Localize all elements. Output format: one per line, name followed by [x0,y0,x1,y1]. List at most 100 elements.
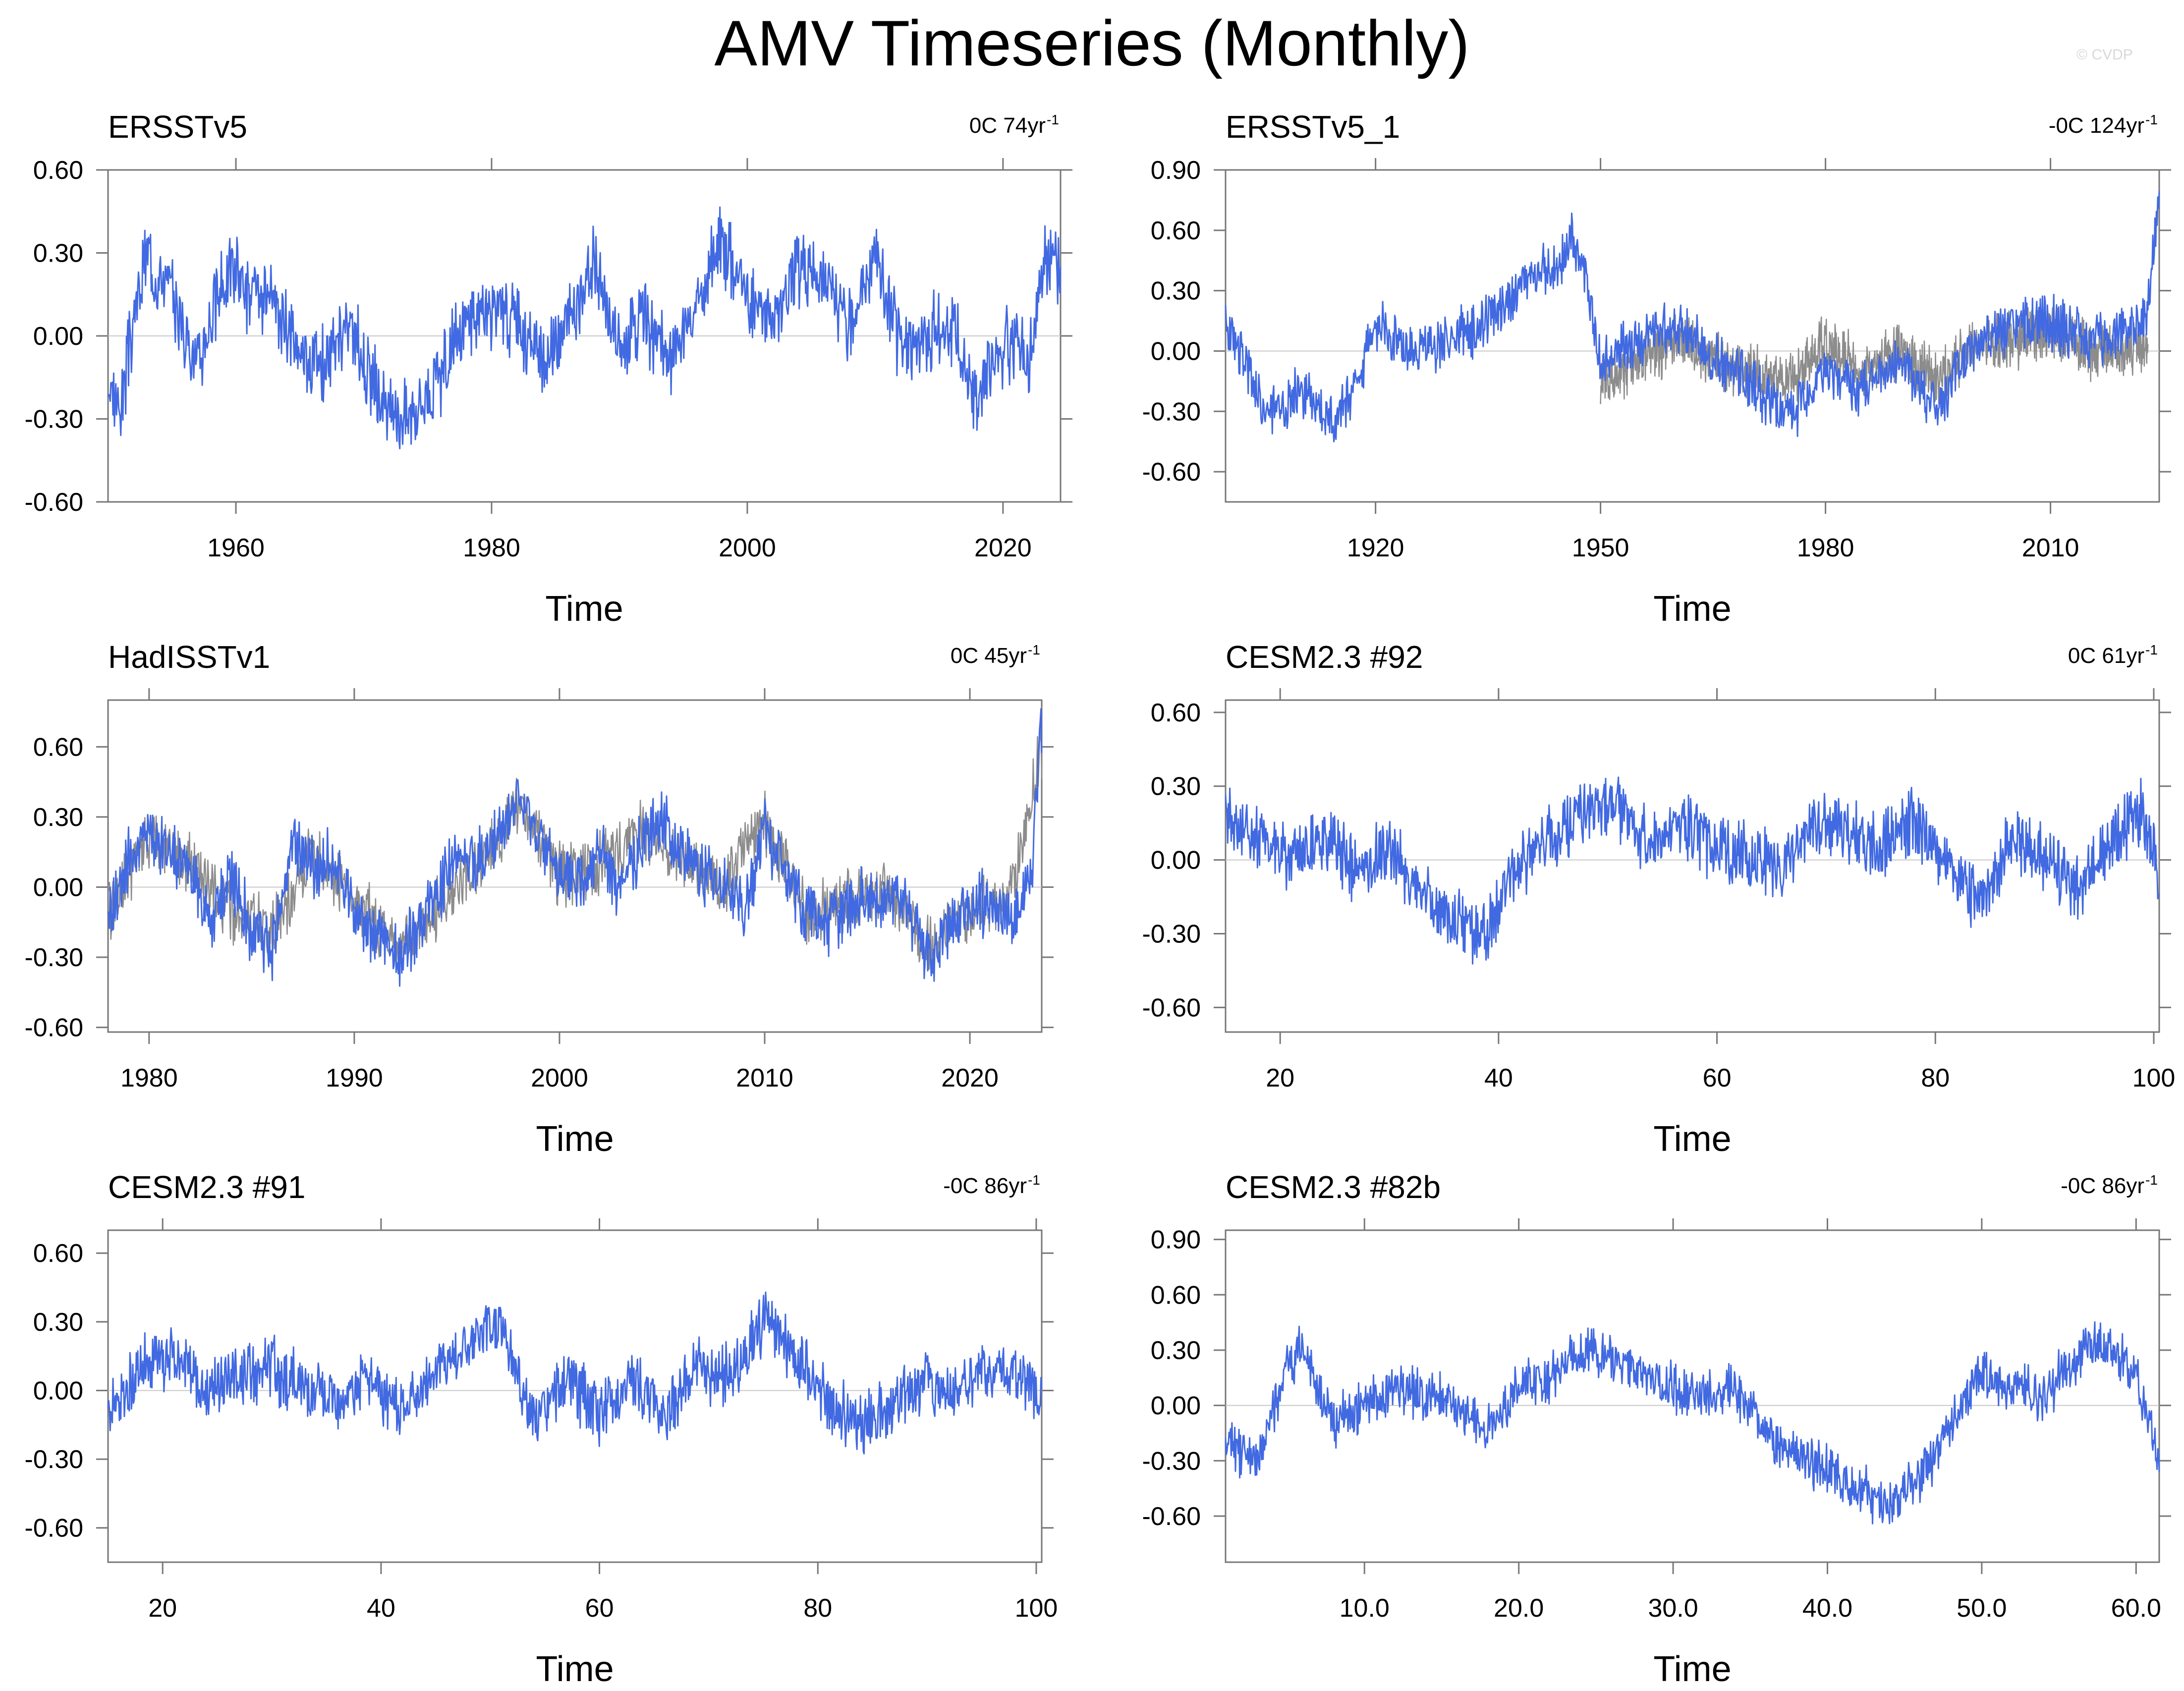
y-tick-label: 0.00 [33,1376,83,1405]
x-tick-label: 30.0 [1648,1594,1698,1623]
y-tick-label: 0.60 [33,156,83,185]
panel-5: -0.60 -0.30 0.00 0.30 0.60 20 40 60 80 100 CESM2.3… [24,1169,1058,1689]
x-tick-label: 2010 [736,1064,793,1092]
panel-3: -0.60 -0.30 0.00 0.30 0.60 1980 1990 2000 2010 20… [24,639,1054,1159]
x-tick-label: 40.0 [1802,1594,1852,1623]
y-tick-label: -0.60 [24,488,83,517]
x-tick-label: 1980 [120,1064,178,1092]
x-tick-label: 80 [803,1594,832,1623]
y-tick-label: 0.90 [1151,1226,1201,1255]
plot-frame [107,1229,1043,1563]
x-axis-label: Time [1653,1649,1731,1689]
x-tick-label: 20 [148,1594,177,1623]
panel-4: -0.60 -0.30 0.00 0.30 0.60 20 40 60 80 100 CESM2.3… [1142,639,2175,1159]
y-tick-label: 0.60 [33,1239,83,1268]
trend-superscript: -1 [1028,1172,1040,1188]
y-tick-label: -0.60 [24,1014,83,1042]
watermark: © CVDP [2076,47,2133,63]
panel-6: -0.60 -0.30 0.00 0.30 0.60 0.90 10.0 20.0 30.0 40… [1142,1169,2171,1689]
x-tick-label: 1980 [463,534,520,562]
y-tick-label: -0.60 [1142,458,1201,487]
x-tick-label: 50.0 [1957,1594,2007,1623]
trend-label: 0C 45yr [951,644,1027,668]
trend-label: 0C 61yr [2068,644,2144,668]
trend-superscript: -1 [1028,642,1040,657]
y-tick-label: -0.30 [24,1445,83,1474]
y-tick-label: -0.60 [24,1514,83,1543]
x-tick-label: 1990 [326,1064,383,1092]
secondary-series-line [107,725,1043,975]
y-tick-label: 0.30 [33,1308,83,1337]
plot-frame [1225,1229,2160,1563]
x-tick-label: 1980 [1797,534,1854,562]
y-tick-label: 0.00 [33,322,83,351]
y-tick-label: 0.00 [1151,337,1201,366]
y-tick-label: -0.30 [24,405,83,434]
primary-series-line [1225,1321,2160,1525]
x-tick-label: 60 [1703,1064,1732,1092]
panel-title: ERSSTv5_1 [1226,109,1400,145]
figure-title: AMV Timeseries (Monthly) [714,7,1470,79]
trend-label: -0C 124yr [2049,113,2144,138]
y-tick-label: -0.60 [1142,993,1201,1022]
x-tick-label: 80 [1921,1064,1950,1092]
trend-superscript: -1 [2145,642,2158,657]
x-tick-label: 60.0 [2111,1594,2161,1623]
trend-label: -0C 86yr [943,1174,1027,1198]
y-tick-label: 0.60 [1151,699,1201,727]
x-axis-label: Time [1653,1119,1731,1159]
x-tick-label: 1960 [207,534,265,562]
primary-series-line [1225,776,2160,965]
x-tick-label: 60 [585,1594,614,1623]
x-tick-label: 20 [1266,1064,1294,1092]
y-tick-label: -0.60 [1142,1502,1201,1531]
y-tick-label: 0.30 [1151,1336,1201,1365]
trend-superscript: -1 [2145,112,2158,127]
panel-title: ERSSTv5 [108,109,247,145]
x-tick-label: 100 [1015,1594,1058,1623]
trend-label: -0C 86yr [2061,1174,2144,1198]
primary-series-line [1225,191,2160,442]
x-axis-label: Time [545,589,623,629]
trend-superscript: -1 [2145,1172,2158,1188]
x-tick-label: 2010 [2022,534,2079,562]
y-tick-label: 0.30 [1151,772,1201,801]
y-tick-label: 0.30 [1151,277,1201,306]
x-tick-label: 2020 [941,1064,999,1092]
primary-series-line [107,708,1043,987]
panel-title: HadISSTv1 [108,639,270,675]
primary-series-line [107,206,1062,449]
plot-frame [107,699,1043,1033]
y-tick-label: 0.00 [1151,846,1201,875]
x-tick-label: 10.0 [1340,1594,1390,1623]
y-tick-label: -0.30 [1142,920,1201,948]
x-tick-label: 100 [2132,1064,2176,1092]
x-tick-label: 40 [1484,1064,1513,1092]
x-tick-label: 1950 [1572,534,1629,562]
y-tick-label: 0.00 [1151,1392,1201,1420]
trend-label: 0C 74yr [969,113,1046,138]
plot-frame [1225,169,2160,503]
panel-2: -0.60 -0.30 0.00 0.30 0.60 0.90 1920 1950 1980 20… [1142,109,2171,629]
y-tick-label: 0.30 [33,803,83,832]
y-tick-label: 0.30 [33,239,83,268]
panel-title: CESM2.3 #91 [108,1169,305,1205]
y-tick-label: 0.60 [33,733,83,762]
trend-superscript: -1 [1047,112,1059,127]
panel-title: CESM2.3 #82b [1226,1169,1441,1205]
x-tick-label: 2000 [531,1064,588,1092]
x-axis-label: Time [536,1119,614,1159]
x-tick-label: 40 [367,1594,395,1623]
x-tick-label: 1920 [1347,534,1404,562]
y-tick-label: 0.00 [33,873,83,902]
panel-1: -0.60 -0.30 0.00 0.30 0.60 1960 1980 2000 2020 ER… [24,109,1072,629]
y-tick-label: 0.90 [1151,156,1201,185]
y-tick-label: -0.30 [1142,397,1201,426]
y-tick-label: 0.60 [1151,217,1201,245]
y-tick-label: -0.30 [1142,1447,1201,1475]
x-tick-label: 20.0 [1494,1594,1544,1623]
panel-title: CESM2.3 #92 [1226,639,1423,675]
y-tick-label: 0.60 [1151,1281,1201,1309]
x-tick-label: 2000 [719,534,776,562]
